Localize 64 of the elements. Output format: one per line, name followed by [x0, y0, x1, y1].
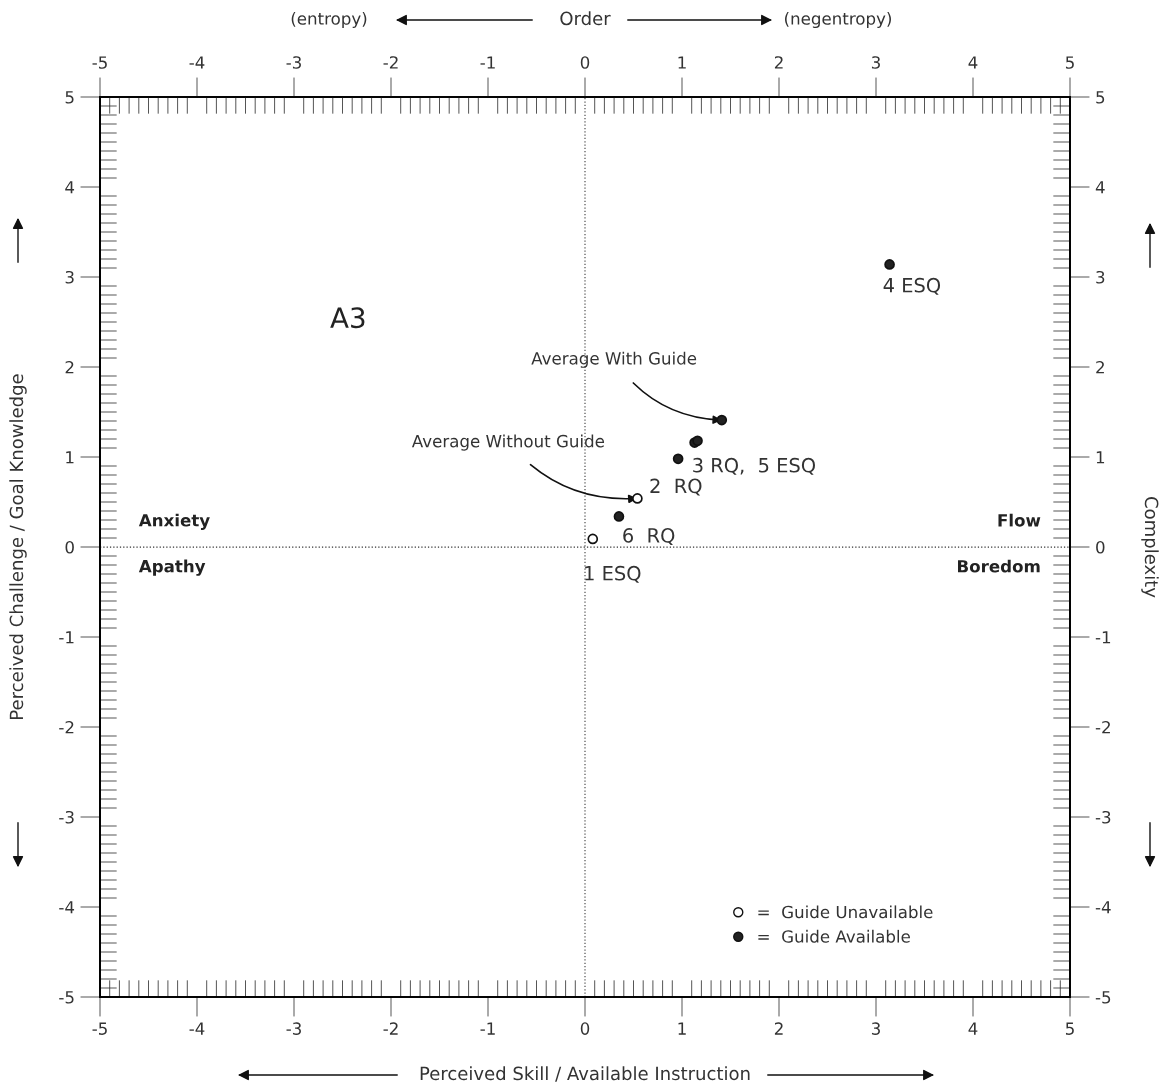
x-tick-label: 1: [678, 1022, 686, 1035]
x-axis-title: Perceived Skill / Available Instruction: [420, 1066, 750, 1082]
x-tick-label: -5: [92, 1022, 107, 1035]
annotation: A3: [330, 307, 365, 329]
y2-tick-label: 2: [1096, 360, 1104, 374]
y-tick-label: 2: [65, 360, 74, 374]
annotation: 2 RQ: [650, 478, 702, 496]
legend-label: = Guide Available: [758, 929, 910, 943]
x-tick-label: 3: [871, 1022, 880, 1035]
y2-tick-label: -2: [1095, 720, 1110, 734]
y-tick-label: -5: [59, 991, 74, 1004]
y-axis-title: Perceived Challenge / Goal Knowledge: [9, 374, 27, 719]
x2-tick-label: 0: [580, 56, 590, 69]
annotation: 1 ESQ: [585, 565, 641, 583]
y-tick-label: 3: [65, 270, 74, 284]
annotation: 6 RQ: [623, 528, 675, 545]
x2-tick-label: -4: [189, 56, 205, 69]
x2-tick-label: -2: [383, 56, 398, 69]
y2-tick-label: 3: [1096, 270, 1105, 284]
y-tick-label: -4: [59, 901, 75, 914]
y-tick-label: 5: [65, 91, 74, 104]
annotation: Average Without Guide: [411, 434, 605, 451]
x2-tick-label: 2: [774, 56, 783, 69]
x2-tick-label: -3: [286, 56, 301, 69]
x2-tick-label: 1: [678, 56, 686, 69]
x-tick-label: 4: [968, 1022, 978, 1035]
y2-tick-label: 0: [1096, 540, 1105, 554]
annotation: Flow: [998, 513, 1041, 527]
x2-tick-label: 4: [968, 56, 978, 69]
y-tick-label: -1: [59, 631, 74, 644]
y2-tick-label: -4: [1095, 901, 1111, 914]
annotation: Apathy: [138, 559, 206, 576]
y2-tick-label: 5: [1096, 91, 1105, 104]
y2-tick-label: -1: [1095, 631, 1111, 644]
x-tick-label: 5: [1065, 1022, 1074, 1035]
x-tick-label: 2: [774, 1022, 783, 1035]
y-tick-label: 0: [65, 540, 74, 554]
y-tick-label: 4: [65, 181, 75, 194]
x2-axis-title: Order: [560, 11, 611, 26]
x2-tick-label: 5: [1065, 56, 1074, 69]
annotation: Average With Guide: [531, 351, 697, 368]
legend-label: = Guide Unavailable: [758, 905, 933, 919]
y2-tick-label: 1: [1096, 451, 1105, 464]
y-tick-label: 1: [66, 451, 74, 464]
annotation: 3 RQ, 5 ESQ: [693, 457, 815, 475]
x-tick-label: -1: [480, 1022, 495, 1035]
x-tick-label: 0: [580, 1022, 590, 1035]
annotation: Boredom: [958, 559, 1040, 573]
y2-tick-label: -3: [1095, 810, 1111, 824]
x-tick-label: -4: [189, 1022, 205, 1035]
x2-tick-label: 3: [871, 56, 880, 69]
x-tick-label: -3: [286, 1022, 301, 1035]
annotation: Anxiety: [138, 513, 210, 530]
y2-tick-label: 4: [1095, 181, 1105, 194]
x2-tick-label: -1: [480, 56, 495, 69]
y-tick-label: -3: [59, 810, 74, 824]
y2-tick-label: -5: [1095, 991, 1111, 1004]
x2-tick-label: -5: [92, 56, 107, 69]
text: (entropy): [291, 11, 367, 29]
x-tick-label: -2: [383, 1022, 398, 1035]
y2-axis-title: Complexity: [1141, 497, 1159, 598]
annotation: 4 ESQ: [883, 277, 941, 295]
y-tick-label: -2: [59, 720, 74, 734]
text: (negentropy): [784, 11, 891, 29]
